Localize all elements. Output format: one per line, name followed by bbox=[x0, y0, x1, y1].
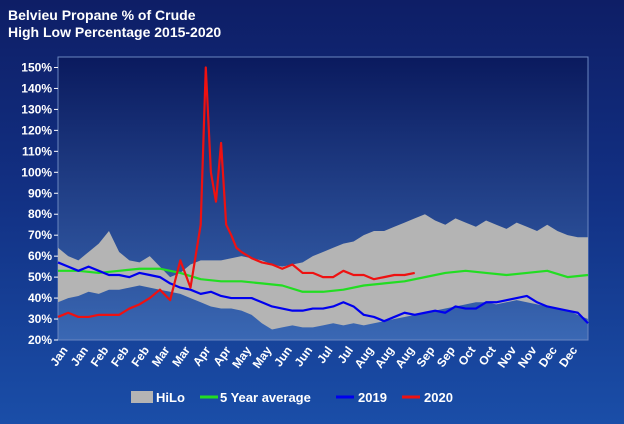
y-tick-label: 50% bbox=[28, 270, 52, 284]
x-tick-label: Aug bbox=[372, 344, 397, 371]
x-tick-label: Nov bbox=[515, 343, 540, 370]
legend-label-2019: 2019 bbox=[358, 390, 387, 405]
y-tick-label: 80% bbox=[28, 207, 52, 221]
y-tick-label: 40% bbox=[28, 291, 52, 305]
x-tick-label: Oct bbox=[455, 344, 478, 368]
x-tick-label: Sep bbox=[434, 344, 458, 370]
legend: HiLo 5 Year average 2019 2020 bbox=[131, 390, 453, 405]
y-tick-label: 150% bbox=[21, 60, 52, 74]
x-tick-label: Dec bbox=[536, 343, 560, 369]
x-tick-label: Sep bbox=[413, 344, 437, 370]
y-tick-label: 70% bbox=[28, 228, 52, 242]
x-tick-label: Oct bbox=[476, 344, 499, 368]
y-tick-label: 90% bbox=[28, 186, 52, 200]
x-tick-label: Apr bbox=[190, 343, 214, 368]
y-tick-label: 100% bbox=[21, 165, 52, 179]
x-tick-label: Jan bbox=[47, 344, 70, 369]
y-tick-label: 20% bbox=[28, 333, 52, 347]
legend-swatch-hilo bbox=[131, 391, 153, 403]
x-tick-label: Dec bbox=[556, 343, 580, 369]
series-line-2020 bbox=[57, 66, 415, 319]
y-tick-label: 130% bbox=[21, 102, 52, 116]
x-tick-label: Mar bbox=[149, 343, 173, 369]
x-tick-label: Mar bbox=[169, 343, 193, 369]
x-tick-label: Feb bbox=[128, 344, 152, 370]
x-tick-label: Jun bbox=[292, 344, 316, 370]
y-tick-label: 110% bbox=[22, 144, 52, 158]
x-tick-label: Aug bbox=[352, 344, 377, 371]
x-tick-label: Feb bbox=[88, 344, 112, 370]
x-tick-label: Feb bbox=[108, 344, 132, 370]
chart-title-line-1: Belvieu Propane % of Crude bbox=[8, 7, 196, 23]
x-tick-label: Aug bbox=[392, 344, 417, 371]
y-tick-label: 120% bbox=[21, 123, 52, 137]
x-tick-label: May bbox=[250, 343, 275, 370]
x-tick-label: Apr bbox=[210, 343, 234, 368]
x-tick-label: May bbox=[229, 343, 254, 370]
legend-label-hilo: HiLo bbox=[156, 390, 185, 405]
y-tick-label: 60% bbox=[28, 249, 52, 263]
series-line-2019 bbox=[57, 261, 589, 324]
y-tick-label: 140% bbox=[21, 81, 52, 95]
x-tick-label: Jul bbox=[314, 344, 335, 366]
legend-label-avg: 5 Year average bbox=[220, 390, 311, 405]
x-tick-label: Jan bbox=[68, 344, 91, 369]
hilo-band bbox=[58, 214, 588, 330]
x-tick-label: Jun bbox=[271, 344, 295, 370]
legend-label-2020: 2020 bbox=[424, 390, 453, 405]
x-tick-label: Nov bbox=[495, 343, 520, 370]
y-tick-label: 30% bbox=[28, 312, 52, 326]
series-line-5-year-average bbox=[58, 267, 589, 293]
chart-title-line-2: High Low Percentage 2015-2020 bbox=[8, 24, 221, 40]
